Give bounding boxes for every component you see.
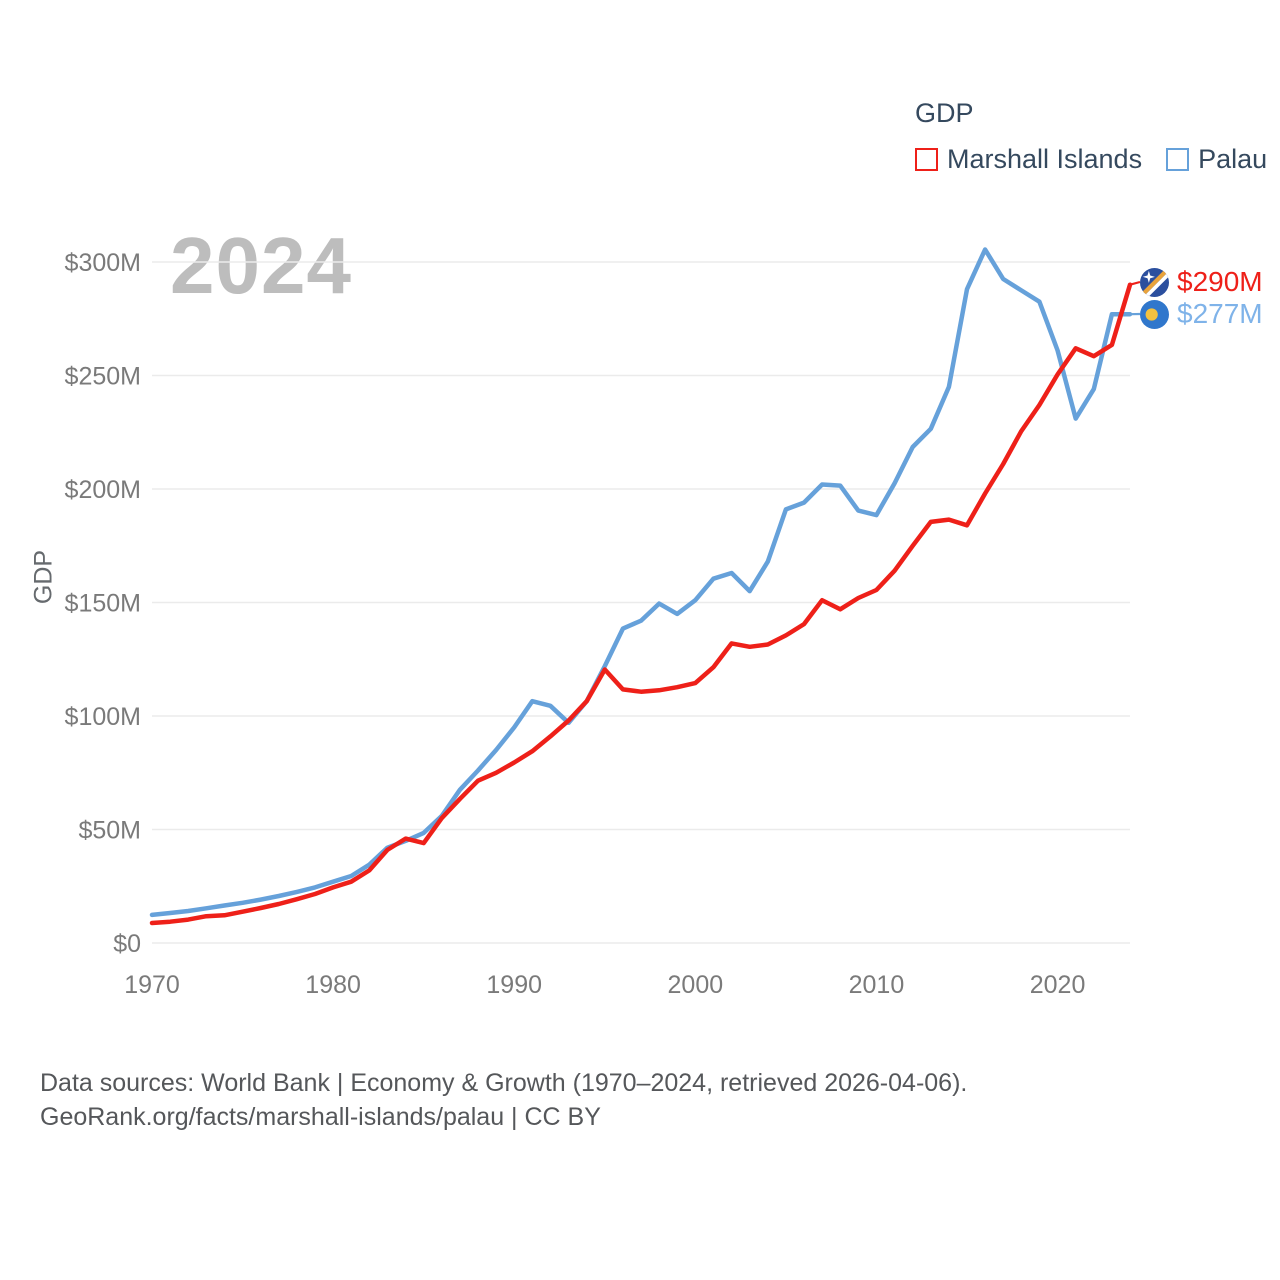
x-tick-label: 2020 (1030, 971, 1086, 999)
y-tick-label: $50M (78, 817, 141, 845)
palau-swatch (1166, 148, 1190, 171)
legend-item-label: Palau (1198, 144, 1268, 174)
legend-items: Marshall Islands Palau (915, 144, 1267, 175)
x-tick-label: 1970 (124, 971, 180, 999)
y-tick-label: $250M (65, 363, 141, 391)
y-tick-label: $150M (65, 590, 141, 618)
year-watermark: 2024 (170, 221, 352, 310)
legend-item-palau[interactable]: Palau (1166, 144, 1267, 175)
y-axis-title: GDP (29, 549, 58, 605)
y-tick-label: $200M (65, 476, 141, 504)
legend-item-label: Marshall Islands (947, 144, 1143, 174)
x-tick-label: 2010 (849, 971, 905, 999)
palau-end-value: $277M (1177, 298, 1263, 329)
legend: GDP Marshall Islands Palau (915, 98, 1267, 175)
marshall-islands-flag-icon (1140, 267, 1169, 297)
y-tick-label: $0 (113, 930, 141, 958)
marshall-islands-swatch (915, 148, 938, 171)
y-tick-label: $300M (65, 249, 141, 277)
palau-line (149, 247, 1133, 918)
footer-source-line: Data sources: World Bank | Economy & Gro… (40, 1069, 968, 1097)
legend-title: GDP (915, 98, 974, 128)
marshall-islands-leader-line (1129, 280, 1141, 286)
marshall-islands-end-value: $290M (1177, 266, 1263, 297)
x-tick-label: 1980 (305, 971, 361, 999)
palau-flag-icon (1140, 299, 1169, 329)
marshall-islands-line (149, 282, 1133, 926)
legend-item-marshall-islands[interactable]: Marshall Islands (915, 144, 1142, 175)
end-label-marshall-islands: $290M (1140, 266, 1263, 298)
x-tick-label: 2000 (668, 971, 724, 999)
y-tick-label: $100M (65, 703, 141, 731)
footer: Data sources: World Bank | Economy & Gro… (40, 1066, 967, 1134)
footer-url-line: GeoRank.org/facts/marshall-islands/palau… (40, 1103, 601, 1131)
x-tick-label: 1990 (486, 971, 542, 999)
end-label-palau: $277M (1140, 298, 1263, 330)
